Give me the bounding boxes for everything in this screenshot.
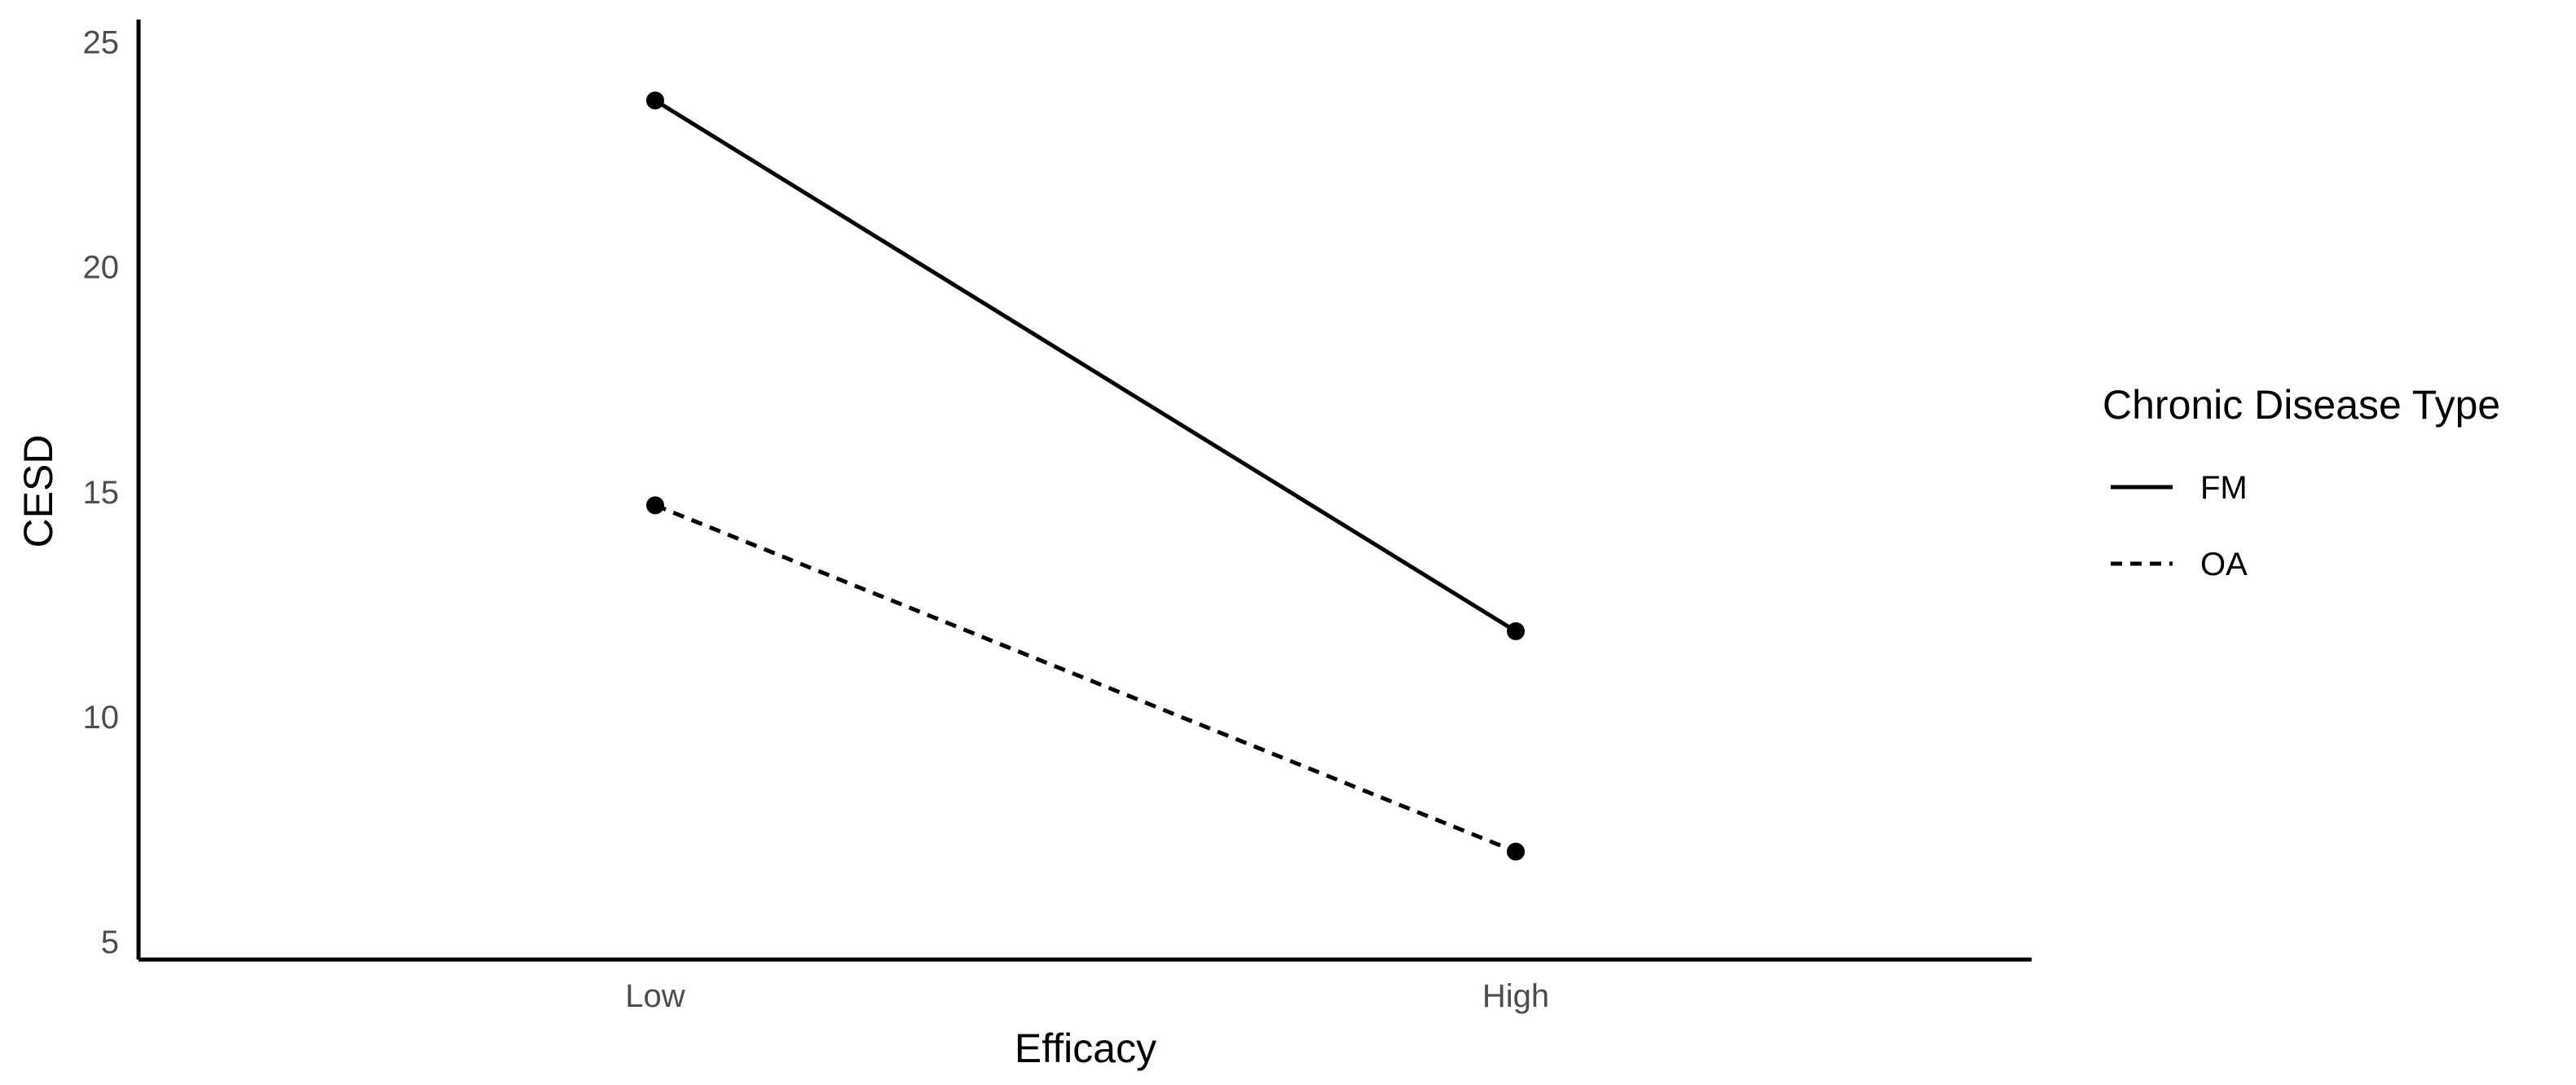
legend-item-fm: FM (2111, 470, 2248, 506)
y-tick-label: 5 (101, 925, 119, 960)
x-tick-label: High (1482, 978, 1549, 1014)
y-tick-label: 10 (83, 700, 120, 736)
y-tick-label: 20 (83, 250, 120, 286)
data-point-oa (1507, 842, 1525, 861)
series-line-fm (654, 99, 1517, 634)
plot-area: 5 10 15 20 25 Low High (83, 20, 2032, 1014)
data-point-fm (1507, 622, 1525, 640)
series-oa (646, 496, 1525, 861)
y-tick-label: 25 (83, 25, 120, 61)
data-point-fm (646, 91, 664, 110)
data-point-oa (646, 496, 664, 515)
series-fm (646, 91, 1525, 640)
y-tick-label: 15 (83, 475, 120, 511)
legend-label-fm: FM (2200, 470, 2248, 506)
y-axis-ticks: 5 10 15 20 25 (83, 25, 120, 960)
legend: Chronic Disease Type FM OA (2103, 382, 2500, 582)
legend-label-oa: OA (2200, 547, 2248, 582)
legend-items: FM OA (2111, 470, 2248, 582)
x-axis-ticks: Low High (625, 978, 1549, 1014)
series-layer (646, 91, 1525, 861)
legend-title: Chronic Disease Type (2103, 382, 2500, 428)
y-axis-title: CESD (15, 435, 61, 548)
series-line-oa (654, 503, 1517, 854)
legend-item-oa: OA (2111, 547, 2248, 582)
x-axis-title: Efficacy (1015, 1026, 1156, 1071)
x-tick-label: Low (625, 978, 685, 1014)
